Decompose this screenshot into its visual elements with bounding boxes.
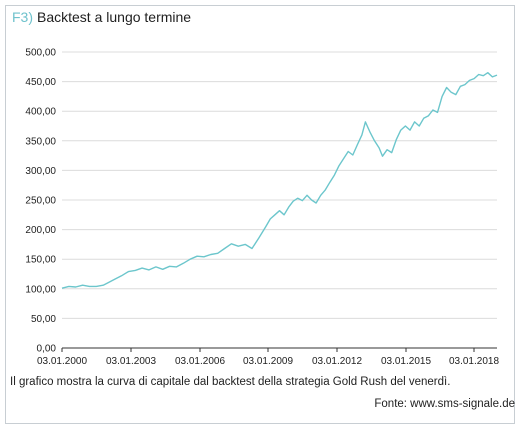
equity-curve-line xyxy=(61,72,498,289)
x-tick-label: 03.01.2000 xyxy=(37,356,87,367)
y-tick-label: 300,00 xyxy=(25,166,56,177)
x-tick-label: 03.01.2018 xyxy=(449,356,499,367)
chart-title: F3) Backtest a lungo termine xyxy=(12,8,191,26)
y-tick-label: 350,00 xyxy=(25,136,56,147)
y-tick-label: 400,00 xyxy=(25,107,56,118)
x-tick-label: 03.01.2015 xyxy=(381,356,431,367)
x-tick-label: 03.01.2003 xyxy=(106,356,156,367)
y-tick-label: 250,00 xyxy=(25,196,56,207)
y-tick-label: 500,00 xyxy=(25,48,56,59)
x-tick-label: 03.01.2009 xyxy=(243,356,293,367)
x-tick-label: 03.01.2012 xyxy=(312,356,362,367)
y-tick-label: 0,00 xyxy=(37,344,57,355)
y-tick-label: 450,00 xyxy=(25,77,56,88)
chart-source: Fonte: www.sms-signale.de xyxy=(374,398,515,410)
y-axis-ticks: 0,00 50,00 100,00 150,00 200,00 250,00 300,00 3… xyxy=(25,48,56,355)
x-tick-label: 03.01.2006 xyxy=(175,356,225,367)
grid-lines xyxy=(62,51,497,319)
figure-number: F3) xyxy=(12,9,33,25)
chart-caption: Il grafico mostra la curva di capitale d… xyxy=(10,376,451,388)
x-axis-ticks: 03.01.2000 03.01.2003 03.01.2006 03.01.2009… xyxy=(37,348,499,367)
y-tick-label: 100,00 xyxy=(25,284,56,295)
y-tick-label: 200,00 xyxy=(25,225,56,236)
figure-frame xyxy=(5,5,515,424)
chart-title-text: Backtest a lungo termine xyxy=(37,9,192,25)
y-tick-label: 50,00 xyxy=(31,314,56,325)
y-tick-label: 150,00 xyxy=(25,255,56,266)
